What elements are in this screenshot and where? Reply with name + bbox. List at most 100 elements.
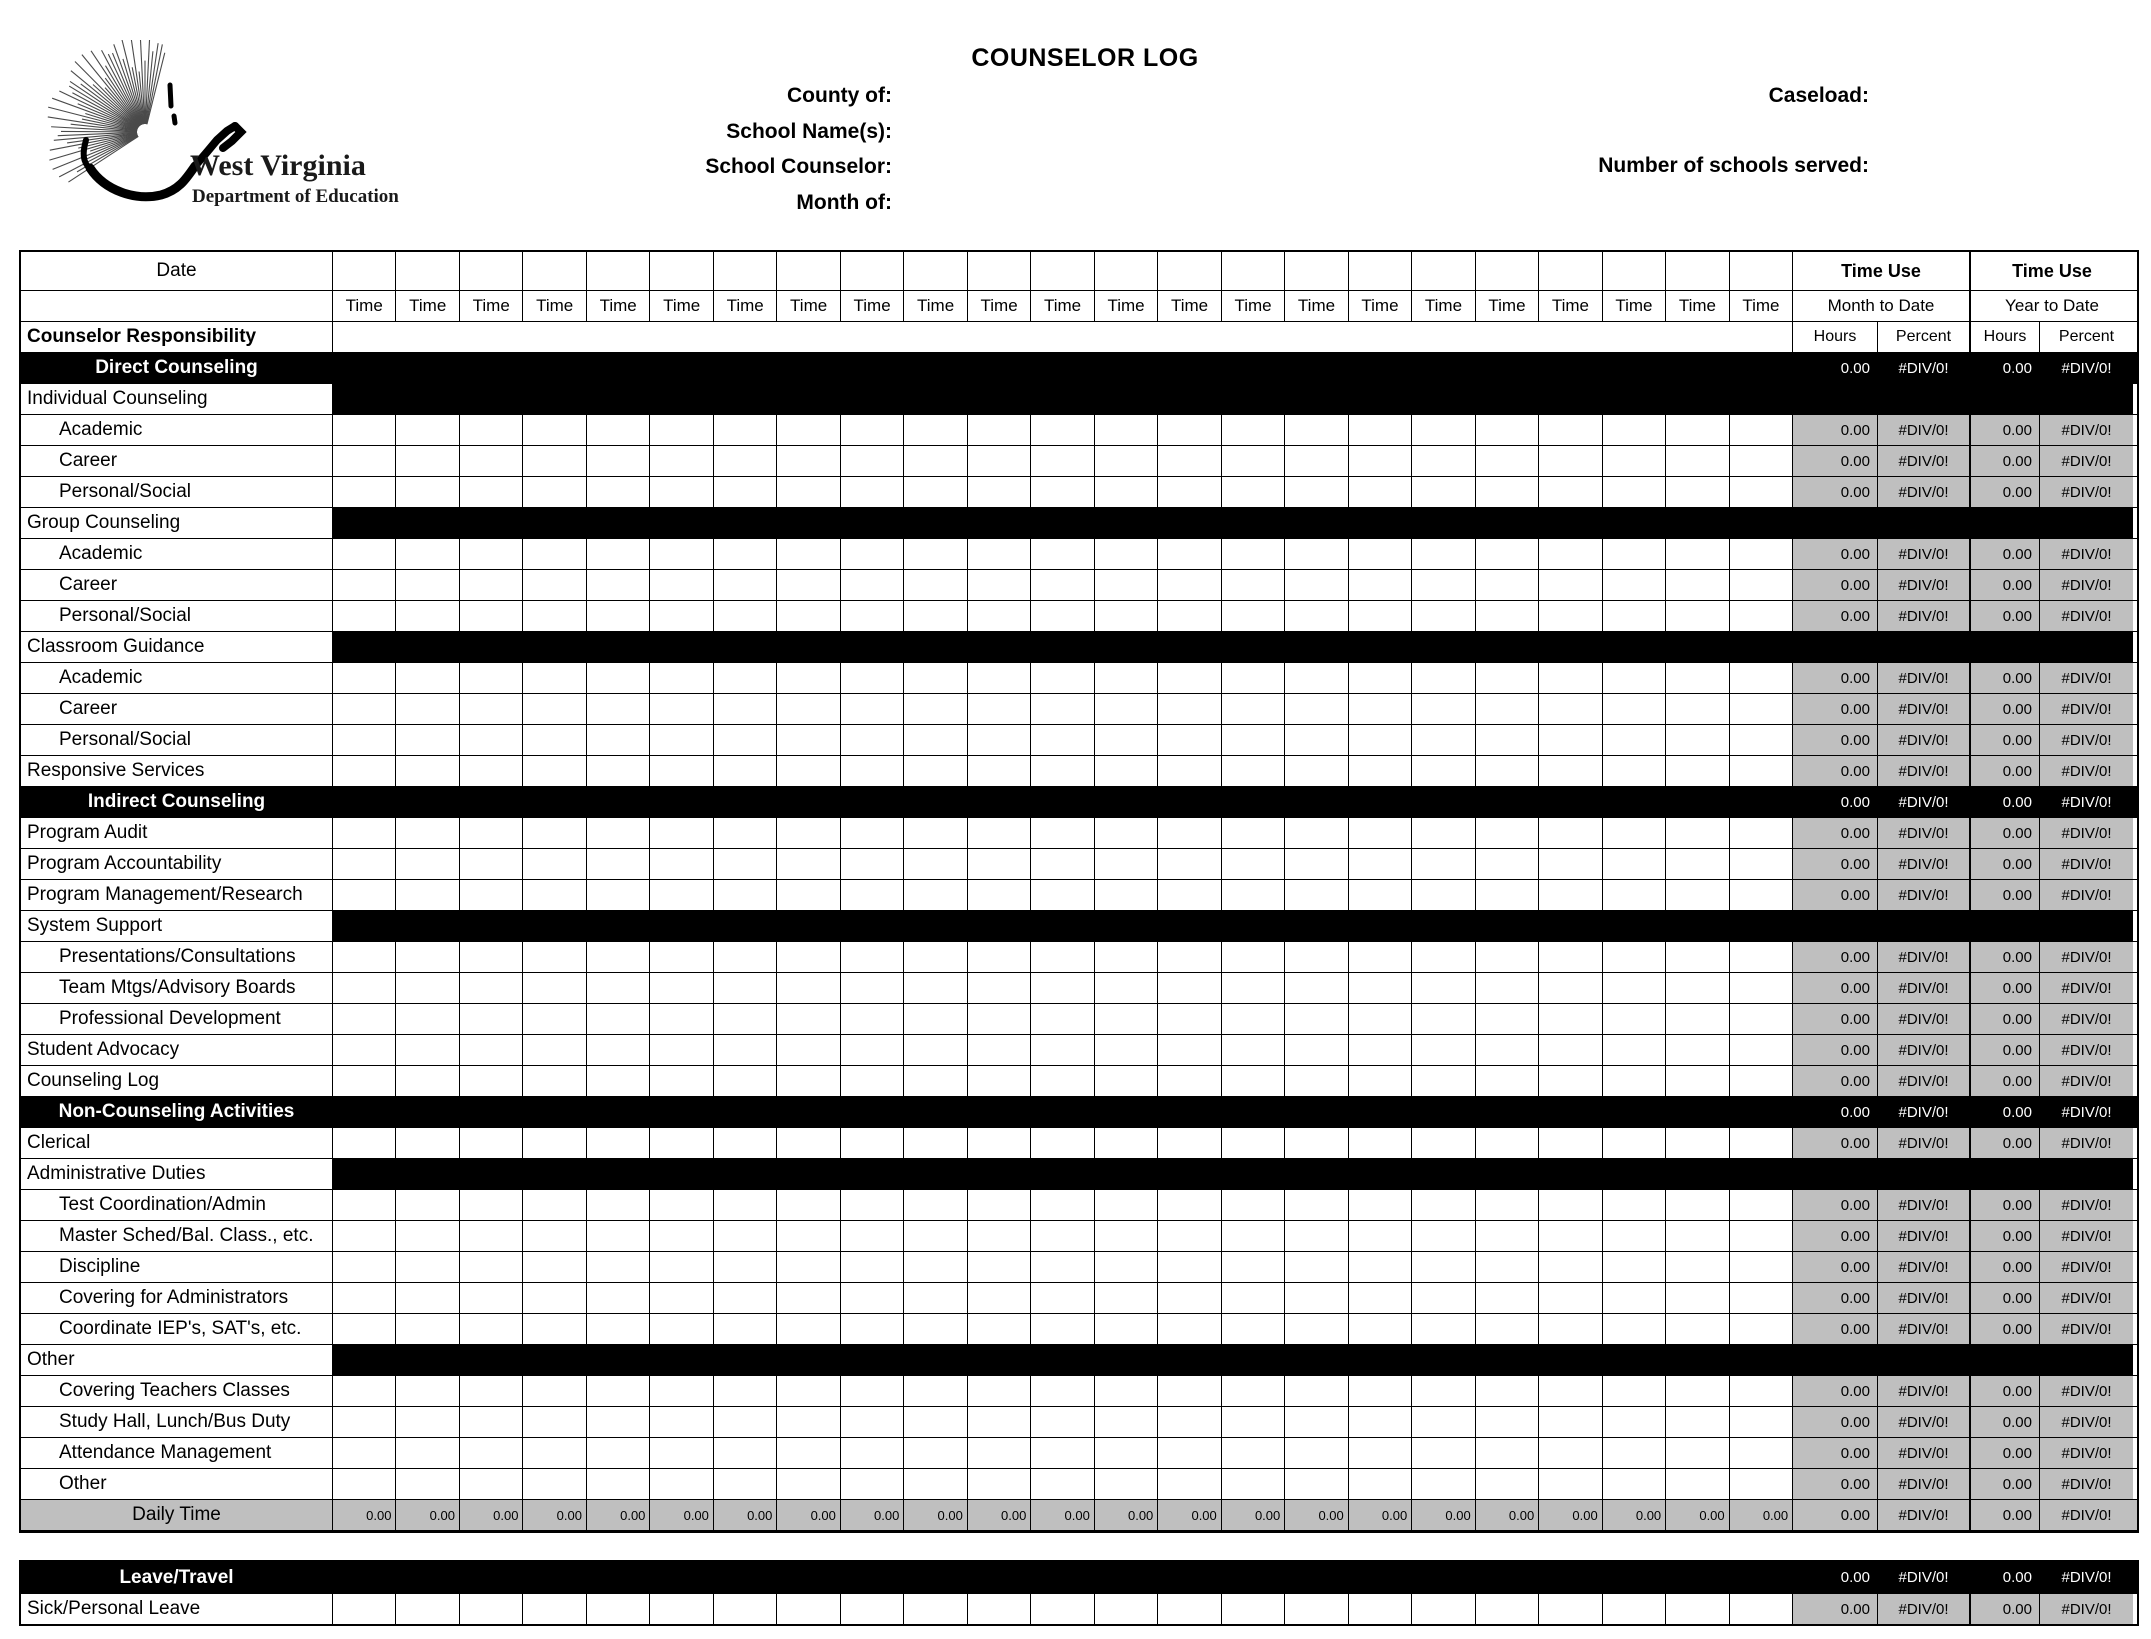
time-entry-cell[interactable] <box>1474 694 1538 724</box>
time-entry-cell[interactable] <box>649 1066 712 1096</box>
time-entry-cell[interactable] <box>1284 1221 1347 1251</box>
time-entry-cell[interactable] <box>522 725 585 755</box>
time-entry-cell[interactable] <box>1093 570 1157 600</box>
time-entry-cell[interactable] <box>1093 1004 1157 1034</box>
time-entry-cell[interactable] <box>1474 1407 1538 1437</box>
time-entry-cell[interactable] <box>839 539 903 569</box>
time-entry-cell[interactable] <box>903 1376 966 1406</box>
time-entry-cell[interactable] <box>1030 849 1093 879</box>
time-entry-cell[interactable] <box>1220 1438 1284 1468</box>
time-entry-cell[interactable] <box>1665 1128 1728 1158</box>
time-entry-cell[interactable] <box>966 1252 1030 1282</box>
time-entry-cell[interactable] <box>1538 973 1601 1003</box>
time-entry-cell[interactable] <box>1411 1221 1474 1251</box>
time-entry-cell[interactable] <box>1538 570 1601 600</box>
time-entry-cell[interactable] <box>839 849 903 879</box>
time-entry-cell[interactable] <box>1347 663 1411 693</box>
time-entry-cell[interactable] <box>585 1376 649 1406</box>
time-entry-cell[interactable] <box>522 446 585 476</box>
time-entry-cell[interactable] <box>458 973 522 1003</box>
time-entry-cell[interactable] <box>903 539 966 569</box>
time-entry-cell[interactable] <box>712 415 776 445</box>
time-entry-cell[interactable] <box>333 1221 395 1251</box>
time-entry-cell[interactable] <box>966 1314 1030 1344</box>
date-entry-cell[interactable] <box>712 252 776 290</box>
time-entry-cell[interactable] <box>1538 1004 1601 1034</box>
time-entry-cell[interactable] <box>839 663 903 693</box>
date-entry-cell[interactable] <box>1601 252 1665 290</box>
time-entry-cell[interactable] <box>839 1469 903 1499</box>
time-entry-cell[interactable] <box>458 1221 522 1251</box>
time-entry-cell[interactable] <box>1030 1407 1093 1437</box>
time-entry-cell[interactable] <box>1601 725 1665 755</box>
time-entry-cell[interactable] <box>458 818 522 848</box>
time-entry-cell[interactable] <box>395 818 458 848</box>
time-entry-cell[interactable] <box>458 1594 522 1624</box>
time-entry-cell[interactable] <box>395 756 458 786</box>
time-entry-cell[interactable] <box>395 477 458 507</box>
time-entry-cell[interactable] <box>966 1190 1030 1220</box>
time-entry-cell[interactable] <box>649 570 712 600</box>
time-entry-cell[interactable] <box>1093 1376 1157 1406</box>
time-entry-cell[interactable] <box>1030 1469 1093 1499</box>
time-entry-cell[interactable] <box>1538 1594 1601 1624</box>
time-entry-cell[interactable] <box>776 1252 839 1282</box>
time-entry-cell[interactable] <box>776 1035 839 1065</box>
time-entry-cell[interactable] <box>1601 818 1665 848</box>
time-entry-cell[interactable] <box>1030 973 1093 1003</box>
time-entry-cell[interactable] <box>1157 663 1220 693</box>
time-entry-cell[interactable] <box>1538 1283 1601 1313</box>
time-entry-cell[interactable] <box>903 694 966 724</box>
date-entry-cell[interactable] <box>1093 252 1157 290</box>
time-entry-cell[interactable] <box>1474 1438 1538 1468</box>
time-entry-cell[interactable] <box>1665 1438 1728 1468</box>
time-entry-cell[interactable] <box>966 601 1030 631</box>
time-entry-cell[interactable] <box>333 942 395 972</box>
time-entry-cell[interactable] <box>839 1407 903 1437</box>
time-entry-cell[interactable] <box>1728 1283 1792 1313</box>
time-entry-cell[interactable] <box>1601 477 1665 507</box>
time-entry-cell[interactable] <box>1601 1221 1665 1251</box>
time-entry-cell[interactable] <box>333 694 395 724</box>
time-entry-cell[interactable] <box>1538 1035 1601 1065</box>
time-entry-cell[interactable] <box>1157 880 1220 910</box>
time-entry-cell[interactable] <box>1093 1407 1157 1437</box>
time-entry-cell[interactable] <box>776 601 839 631</box>
time-entry-cell[interactable] <box>1601 756 1665 786</box>
time-entry-cell[interactable] <box>522 477 585 507</box>
time-entry-cell[interactable] <box>839 446 903 476</box>
time-entry-cell[interactable] <box>1474 1594 1538 1624</box>
time-entry-cell[interactable] <box>649 942 712 972</box>
time-entry-cell[interactable] <box>776 1376 839 1406</box>
time-entry-cell[interactable] <box>458 1376 522 1406</box>
time-entry-cell[interactable] <box>649 818 712 848</box>
time-entry-cell[interactable] <box>1030 880 1093 910</box>
time-entry-cell[interactable] <box>522 880 585 910</box>
time-entry-cell[interactable] <box>1728 818 1792 848</box>
time-entry-cell[interactable] <box>1474 942 1538 972</box>
time-entry-cell[interactable] <box>1284 446 1347 476</box>
time-entry-cell[interactable] <box>1347 1407 1411 1437</box>
time-entry-cell[interactable] <box>1538 1376 1601 1406</box>
time-entry-cell[interactable] <box>1411 570 1474 600</box>
time-entry-cell[interactable] <box>1347 818 1411 848</box>
time-entry-cell[interactable] <box>1220 1004 1284 1034</box>
time-entry-cell[interactable] <box>712 942 776 972</box>
time-entry-cell[interactable] <box>1665 1469 1728 1499</box>
date-entry-cell[interactable] <box>1157 252 1220 290</box>
time-entry-cell[interactable] <box>839 880 903 910</box>
date-entry-cell[interactable] <box>1665 252 1728 290</box>
time-entry-cell[interactable] <box>649 446 712 476</box>
time-entry-cell[interactable] <box>522 1283 585 1313</box>
time-entry-cell[interactable] <box>585 663 649 693</box>
time-entry-cell[interactable] <box>649 725 712 755</box>
time-entry-cell[interactable] <box>1538 1066 1601 1096</box>
date-entry-cell[interactable] <box>839 252 903 290</box>
time-entry-cell[interactable] <box>966 818 1030 848</box>
time-entry-cell[interactable] <box>966 1004 1030 1034</box>
time-entry-cell[interactable] <box>1157 415 1220 445</box>
time-entry-cell[interactable] <box>1538 1190 1601 1220</box>
time-entry-cell[interactable] <box>522 1376 585 1406</box>
time-entry-cell[interactable] <box>1538 1221 1601 1251</box>
time-entry-cell[interactable] <box>966 570 1030 600</box>
